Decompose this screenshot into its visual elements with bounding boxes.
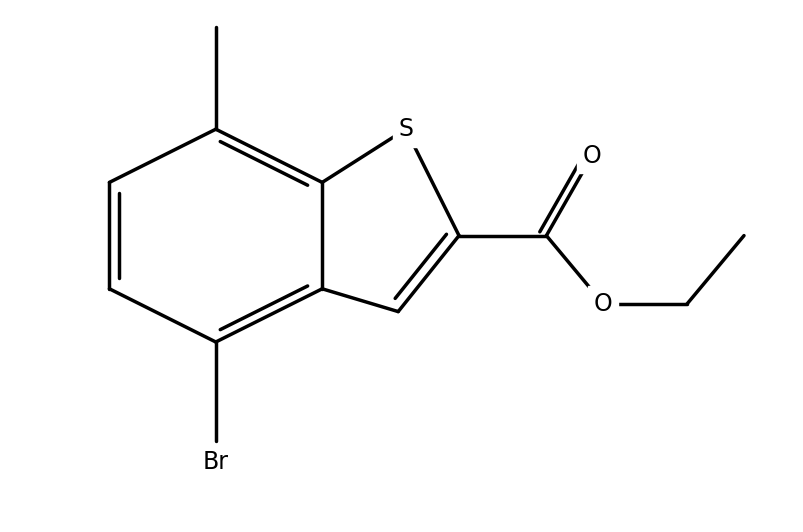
Text: O: O [582, 144, 601, 168]
Text: S: S [397, 117, 413, 141]
Text: O: O [593, 292, 612, 316]
Text: Br: Br [202, 450, 229, 474]
